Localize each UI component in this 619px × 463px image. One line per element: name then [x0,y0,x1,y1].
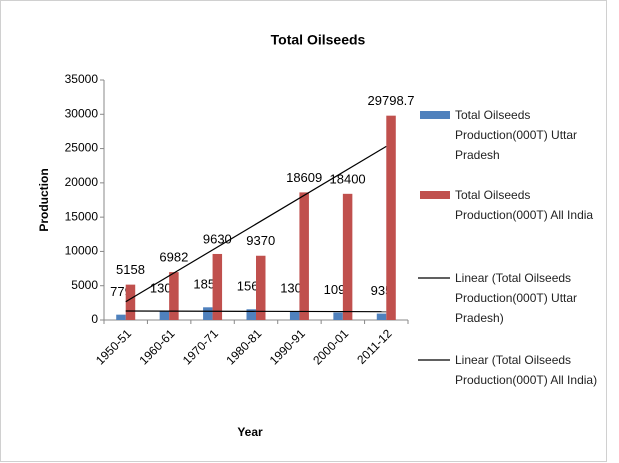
x-tick-label: 2000-01 [310,326,351,367]
x-tick-label: 1990-91 [267,326,308,367]
legend-swatch [420,111,450,119]
legend-swatch [420,191,450,199]
bar [246,309,256,320]
data-label: 29798.7 [368,93,415,108]
x-axis-label: Year [237,425,263,439]
bar [386,115,396,321]
data-label: 18400 [330,171,366,186]
bar [159,311,170,320]
legend-label: Linear (Total Oilseeds Production(000T) … [455,353,598,387]
y-tick-label: 15000 [65,209,99,223]
x-tick-label: 1950-51 [93,326,134,367]
y-axis-label: Production [37,168,51,231]
bar [169,272,179,320]
x-tick-label: 1970-71 [180,326,221,367]
data-label: 5158 [116,262,145,277]
bar [289,311,300,320]
legend-label: Linear (Total Oilseeds Production(000T) … [455,271,578,325]
chart-title: Total Oilseeds [271,32,366,48]
legend-label: Total Oilseeds Production(000T) All Indi… [455,188,594,222]
y-tick-label: 5000 [71,278,98,292]
trendline [125,310,387,313]
bar [376,313,387,320]
bar [342,193,353,320]
legend-label: Total Oilseeds Production(000T) Uttar Pr… [455,108,578,162]
data-label: 9630 [203,231,232,246]
chart-border [0,0,607,462]
y-tick-label: 20000 [65,175,99,189]
bar [333,312,343,320]
y-tick-label: 0 [91,312,98,326]
bar [203,307,213,320]
trendline [125,145,387,303]
x-tick-label: 1960-61 [136,326,177,367]
bar [125,284,136,320]
bar [299,192,309,320]
x-tick-label: 1980-81 [223,326,264,367]
y-tick-label: 35000 [65,72,99,86]
bar [116,314,126,320]
x-tick-label: 2011-12 [354,326,395,367]
data-label: 6982 [159,250,188,265]
data-label: 18609 [286,170,322,185]
y-tick-label: 25000 [65,141,99,155]
bar [256,255,266,320]
y-tick-label: 10000 [65,244,99,258]
y-tick-label: 30000 [65,106,99,120]
data-label: 9370 [246,233,275,248]
bar [212,253,223,320]
